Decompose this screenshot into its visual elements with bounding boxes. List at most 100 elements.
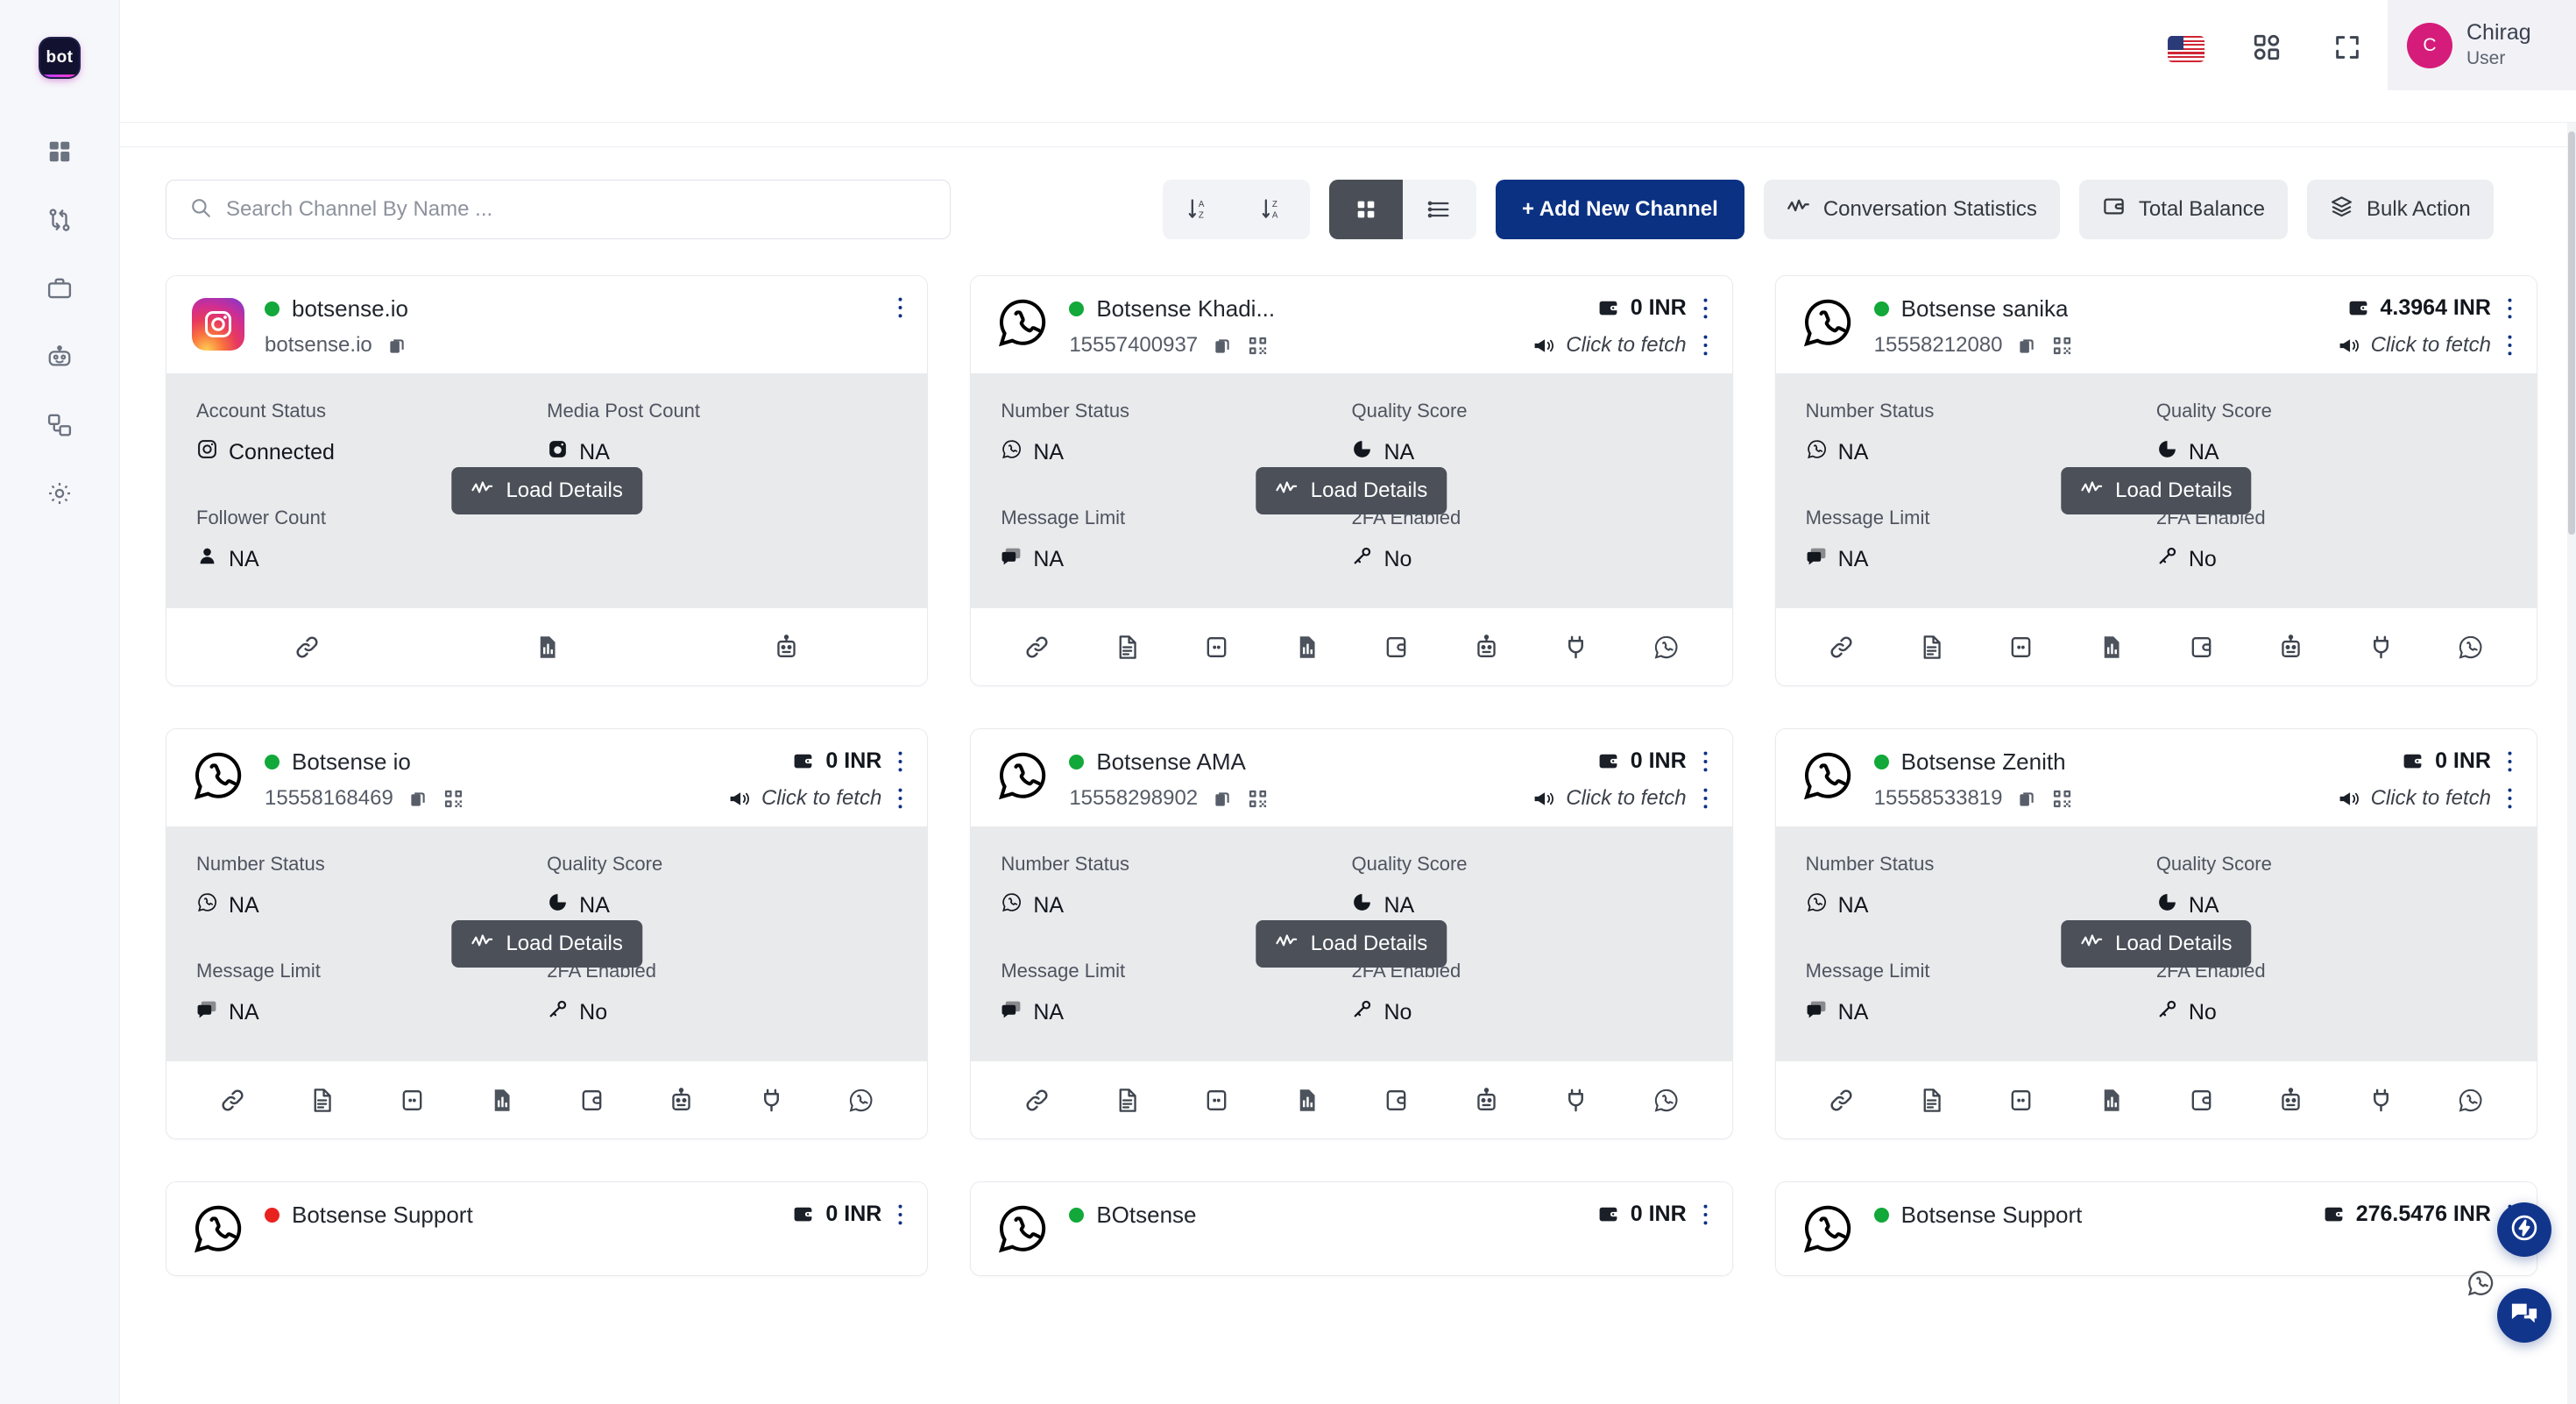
template-icon[interactable] [1114, 634, 1141, 661]
click-to-fetch[interactable]: Click to fetch [1566, 786, 1687, 810]
click-to-fetch[interactable]: Click to fetch [761, 786, 882, 810]
card-icon[interactable] [2007, 1087, 2035, 1114]
card-menu-button[interactable] [893, 749, 904, 774]
load-details-button[interactable]: Load Details [451, 920, 642, 968]
card-menu-button-secondary[interactable] [1698, 333, 1709, 358]
channel-card[interactable]: Botsense Support 276.5476 INR [1774, 1181, 2537, 1276]
add-new-channel-button[interactable]: + Add New Channel [1496, 180, 1744, 239]
copy-icon[interactable] [2017, 336, 2037, 356]
card-menu-button-secondary[interactable] [2502, 333, 2514, 358]
qr-code-icon[interactable] [443, 789, 464, 809]
support-chat-button[interactable] [2497, 1288, 2551, 1343]
report-icon[interactable] [1293, 634, 1320, 661]
card-menu-button[interactable] [1698, 1202, 1709, 1227]
report-icon[interactable] [2098, 634, 2125, 661]
brand-logo[interactable]: bot [40, 39, 79, 77]
user-menu[interactable]: C Chirag User [2388, 0, 2576, 90]
plug-icon[interactable] [2367, 634, 2395, 661]
sidebar-item-settings[interactable] [39, 473, 80, 514]
whatsapp-icon[interactable] [2457, 1087, 2484, 1114]
plug-icon[interactable] [758, 1087, 785, 1114]
whatsapp-icon[interactable] [1652, 1087, 1680, 1114]
card-icon[interactable] [2007, 634, 2035, 661]
quick-action-button[interactable] [2497, 1202, 2551, 1257]
copy-icon[interactable] [408, 789, 428, 809]
sidebar-item-integrations[interactable] [39, 405, 80, 445]
wallet-icon[interactable] [1383, 634, 1410, 661]
total-balance-button[interactable]: Total Balance [2078, 180, 2289, 239]
sidebar-item-bots[interactable] [39, 337, 80, 377]
template-icon[interactable] [308, 1087, 336, 1114]
fullscreen-button[interactable] [2307, 0, 2388, 123]
channel-card[interactable]: Botsense Khadi... 15557400937 [970, 275, 1733, 686]
link-icon[interactable] [1023, 1087, 1051, 1114]
sidebar-item-dashboard[interactable] [39, 131, 80, 172]
link-icon[interactable] [294, 634, 321, 661]
load-details-button[interactable]: Load Details [2061, 467, 2252, 514]
qr-code-icon[interactable] [1248, 789, 1268, 809]
search-box[interactable] [166, 180, 951, 239]
load-details-button[interactable]: Load Details [1256, 467, 1447, 514]
bot-icon[interactable] [2277, 634, 2304, 661]
template-icon[interactable] [1918, 1087, 1945, 1114]
channel-card[interactable]: BOtsense 0 INR [970, 1181, 1733, 1276]
report-icon[interactable] [1293, 1087, 1320, 1114]
card-menu-button[interactable] [2502, 296, 2514, 321]
report-icon[interactable] [2098, 1087, 2125, 1114]
apps-button[interactable] [2226, 0, 2307, 123]
card-menu-button[interactable] [1698, 296, 1709, 321]
bot-icon[interactable] [2277, 1087, 2304, 1114]
qr-code-icon[interactable] [2052, 789, 2072, 809]
load-details-button[interactable]: Load Details [2061, 920, 2252, 968]
channel-card[interactable]: Botsense Support 0 INR [166, 1181, 929, 1276]
load-details-button[interactable]: Load Details [1256, 920, 1447, 968]
copy-icon[interactable] [387, 336, 407, 356]
wallet-icon[interactable] [2188, 634, 2215, 661]
bulk-action-button[interactable]: Bulk Action [2307, 180, 2494, 239]
report-icon[interactable] [534, 634, 561, 661]
copy-icon[interactable] [1213, 789, 1233, 809]
channel-card[interactable]: Botsense AMA 15558298902 0 INR [970, 728, 1733, 1139]
card-icon[interactable] [399, 1087, 426, 1114]
bot-icon[interactable] [1473, 634, 1500, 661]
card-menu-button-secondary[interactable] [893, 786, 904, 811]
link-icon[interactable] [1828, 634, 1855, 661]
whatsapp-float-icon[interactable] [2466, 1268, 2495, 1302]
list-view-button[interactable] [1403, 180, 1476, 239]
template-icon[interactable] [1114, 1087, 1141, 1114]
channel-card[interactable]: Botsense io 15558168469 0 INR [166, 728, 929, 1139]
card-menu-button-secondary[interactable] [2502, 786, 2514, 811]
scrollbar-thumb[interactable] [2568, 131, 2575, 535]
card-menu-button[interactable] [893, 295, 904, 320]
card-menu-button[interactable] [1698, 749, 1709, 774]
whatsapp-icon[interactable] [2457, 634, 2484, 661]
search-input[interactable] [226, 197, 927, 222]
template-icon[interactable] [1918, 634, 1945, 661]
copy-icon[interactable] [1213, 336, 1233, 356]
wallet-icon[interactable] [578, 1087, 605, 1114]
bot-icon[interactable] [668, 1087, 695, 1114]
link-icon[interactable] [219, 1087, 246, 1114]
click-to-fetch[interactable]: Click to fetch [2370, 786, 2491, 810]
link-icon[interactable] [1023, 634, 1051, 661]
wallet-icon[interactable] [2188, 1087, 2215, 1114]
plug-icon[interactable] [2367, 1087, 2395, 1114]
bot-icon[interactable] [773, 634, 800, 661]
card-icon[interactable] [1203, 634, 1230, 661]
channel-card[interactable]: Botsense Zenith 15558533819 0 INR [1774, 728, 2537, 1139]
qr-code-icon[interactable] [2052, 336, 2072, 356]
sidebar-item-flows[interactable] [39, 200, 80, 240]
bot-icon[interactable] [1473, 1087, 1500, 1114]
click-to-fetch[interactable]: Click to fetch [2370, 333, 2491, 357]
scrollbar-track[interactable] [2567, 123, 2576, 1404]
link-icon[interactable] [1828, 1087, 1855, 1114]
qr-code-icon[interactable] [1248, 336, 1268, 356]
channel-card[interactable]: botsense.io botsense.io [166, 275, 929, 686]
plug-icon[interactable] [1562, 634, 1589, 661]
sidebar-item-products[interactable] [39, 268, 80, 308]
report-icon[interactable] [488, 1087, 515, 1114]
card-menu-button[interactable] [893, 1202, 904, 1227]
plug-icon[interactable] [1562, 1087, 1589, 1114]
